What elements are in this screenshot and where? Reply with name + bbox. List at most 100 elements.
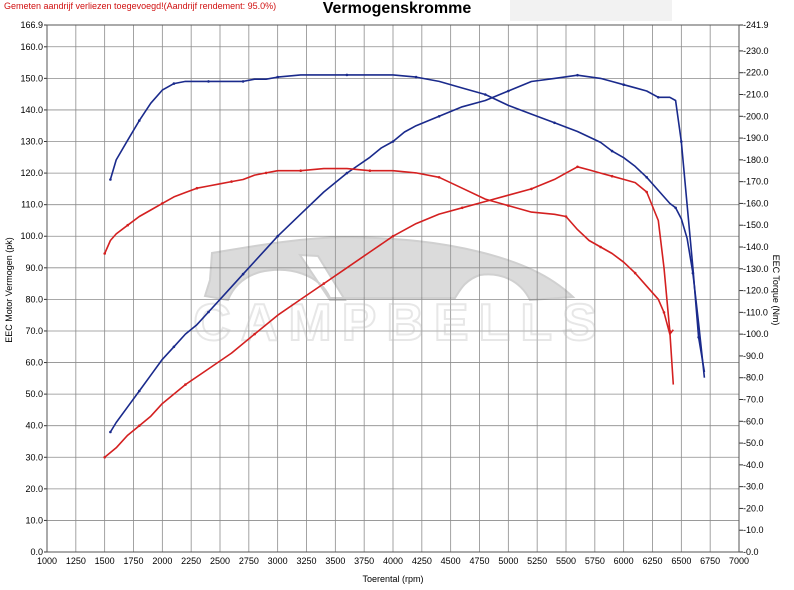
data-point xyxy=(553,121,556,125)
x-tick-label: 4250 xyxy=(412,556,432,566)
plot-frame xyxy=(46,24,740,553)
y-axis-label-right: EEC Torque (Nm) xyxy=(771,255,781,326)
data-point xyxy=(622,83,625,86)
data-point xyxy=(138,424,141,428)
grid xyxy=(46,25,740,553)
y-tick-label-left: 10.0 xyxy=(25,515,43,525)
y-tick-label-right: -60.0 xyxy=(743,416,764,426)
data-point xyxy=(674,206,677,210)
y-tick-label-left: 30.0 xyxy=(25,452,43,462)
y-tick-label-right: -80.0 xyxy=(743,373,764,383)
y-tick-label-left: 160.0 xyxy=(20,42,43,52)
data-point xyxy=(437,115,441,118)
y-tick-label-right: -110.0 xyxy=(743,307,768,317)
data-point xyxy=(241,272,245,276)
data-point xyxy=(610,149,614,153)
series-line-torque-right xyxy=(103,167,674,335)
data-point xyxy=(184,383,187,386)
data-point xyxy=(691,271,695,275)
y-tick-label-right: -190.0 xyxy=(743,133,769,143)
y-tick-label-right: -120.0 xyxy=(743,286,769,296)
y-axis-label-left: EEC Motor Vermogen (pk) xyxy=(4,237,14,343)
x-tick-label: 2250 xyxy=(181,556,201,566)
data-point xyxy=(230,180,233,183)
title-background-box xyxy=(510,0,672,21)
data-point xyxy=(345,171,349,175)
data-point xyxy=(662,311,666,314)
y-tick-label-right: -0.0 xyxy=(743,547,759,557)
y-tick-label-left: 130.0 xyxy=(20,137,43,147)
data-point xyxy=(437,176,441,179)
warning-text: Gemeten aandrijf verliezen toegevoegd!(A… xyxy=(4,1,277,11)
y-tick-label-left: 140.0 xyxy=(20,105,43,115)
x-tick-label: 3750 xyxy=(354,556,374,566)
series-line-power-left xyxy=(109,74,706,433)
x-tick-label: 1000 xyxy=(37,556,57,566)
x-tick-label: 3500 xyxy=(325,556,345,566)
data-point xyxy=(680,140,683,143)
x-tick-label: 4750 xyxy=(469,556,489,566)
x-axis-label: Toerental (rpm) xyxy=(362,574,423,584)
x-tick-label: 6000 xyxy=(614,556,634,566)
x-tick-label: 3000 xyxy=(268,556,288,566)
data-point xyxy=(414,75,418,79)
y-tick-label-right: -241.9 xyxy=(743,20,769,30)
y-tick-label-right: -90.0 xyxy=(743,351,764,361)
y-tick-label-left: 150.0 xyxy=(20,73,43,83)
y-tick-label-right: -50.0 xyxy=(743,438,764,448)
y-tick-label-right: -180.0 xyxy=(743,155,769,165)
car-silhouette-logo xyxy=(203,235,576,302)
data-point xyxy=(109,430,112,434)
x-tick-label: 2000 xyxy=(152,556,172,566)
watermark: CAMPBELLS xyxy=(192,235,598,353)
y-tick-label-right: -170.0 xyxy=(743,177,769,187)
data-point xyxy=(207,310,210,314)
y-tick-label-right: -200.0 xyxy=(743,111,769,121)
data-point xyxy=(264,171,268,175)
y-tick-label-right: -160.0 xyxy=(743,198,769,208)
y-tick-label-left: 60.0 xyxy=(25,358,43,368)
data-point xyxy=(645,176,648,179)
series-line-torque-right xyxy=(109,74,706,378)
x-tick-label: 5250 xyxy=(527,556,547,566)
y-tick-label-left: 166.9 xyxy=(20,20,43,30)
data-point xyxy=(657,96,660,99)
data-point xyxy=(322,282,326,285)
data-point xyxy=(103,456,106,459)
data-point xyxy=(172,82,176,85)
y-tick-label-left: 20.0 xyxy=(25,484,43,494)
tick-labels: 1000 1250 1500 1750 2000 2250 2500 2750 3000 3250… xyxy=(20,20,768,566)
y-tick-label-right: -30.0 xyxy=(743,482,764,492)
y-tick-label-right: -40.0 xyxy=(743,460,764,470)
y-tick-label-left: 40.0 xyxy=(25,421,43,431)
data-point xyxy=(207,80,210,83)
data-point xyxy=(138,119,141,122)
y-tick-label-right: -130.0 xyxy=(743,264,769,274)
y-tick-label-left: 0.0 xyxy=(30,547,43,557)
data-point xyxy=(633,271,637,275)
x-tick-label: 6750 xyxy=(700,556,720,566)
series-line-power-left xyxy=(104,166,675,458)
y-tick-label-right: -220.0 xyxy=(743,68,769,78)
data-point xyxy=(564,215,568,218)
y-tick-label-left: 110.0 xyxy=(21,200,43,210)
data-point xyxy=(276,234,280,238)
data-point xyxy=(195,186,199,190)
y-tick-label-left: 100.0 xyxy=(20,231,43,241)
data-point xyxy=(507,89,510,93)
x-tick-label: 4500 xyxy=(441,556,461,566)
x-tick-label: 1250 xyxy=(66,556,86,566)
data-point xyxy=(345,73,349,77)
y-tick-label-right: -70.0 xyxy=(743,394,764,404)
data-point xyxy=(241,80,245,83)
data-point xyxy=(576,165,579,169)
x-tick-label: 4000 xyxy=(383,556,403,566)
x-tick-label: 6500 xyxy=(671,556,691,566)
y-tick-label-right: -210.0 xyxy=(743,89,769,99)
data-point xyxy=(276,75,280,79)
data-point xyxy=(576,73,579,77)
y-tick-label-right: -140.0 xyxy=(743,242,769,252)
data-point xyxy=(391,140,395,143)
x-tick-label: 2750 xyxy=(239,556,259,566)
